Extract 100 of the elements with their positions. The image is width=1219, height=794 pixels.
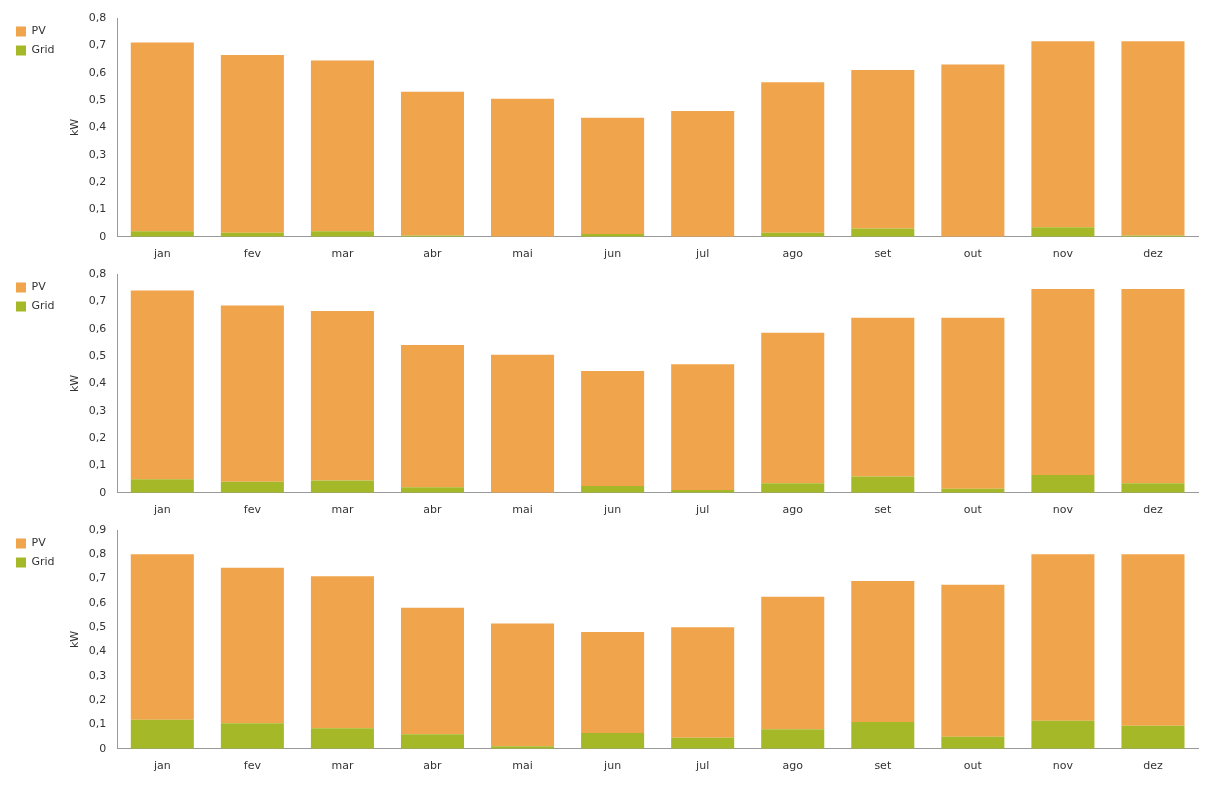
bar	[761, 596, 825, 730]
bar	[941, 584, 1005, 737]
bar	[130, 290, 194, 480]
bar	[491, 623, 555, 747]
bar	[761, 82, 825, 233]
x-tick-label: jun	[603, 759, 622, 773]
bar	[130, 719, 194, 749]
x-tick-label: mar	[331, 247, 354, 261]
y-tick-label: 0,7	[88, 38, 107, 52]
x-tick-label: jul	[695, 759, 710, 773]
bar	[851, 581, 915, 723]
bar	[310, 576, 374, 729]
x-tick-label: fev	[243, 503, 262, 517]
y-tick-label: 0,3	[88, 668, 107, 682]
bar	[400, 734, 465, 749]
y-tick-label: 0,5	[88, 620, 107, 634]
bar	[671, 110, 735, 237]
bar	[1031, 720, 1095, 749]
bar	[400, 607, 465, 735]
bar	[130, 231, 194, 237]
x-tick-label: mar	[331, 503, 354, 517]
y-tick-label: 0,7	[88, 571, 107, 585]
x-tick-label: jul	[695, 247, 710, 261]
bar	[1031, 554, 1095, 721]
y-tick-label: 0,3	[88, 147, 107, 161]
y-tick-label: 0,4	[88, 644, 107, 658]
bar	[1031, 289, 1095, 476]
bar	[761, 729, 825, 749]
bar	[581, 117, 645, 235]
bar	[220, 481, 284, 493]
bar	[310, 231, 374, 237]
bar	[941, 64, 1005, 237]
bar	[400, 345, 465, 488]
y-tick-label: 0,6	[88, 595, 107, 609]
y-tick-label: 0,4	[88, 376, 107, 390]
legend-label: PV	[31, 24, 47, 38]
x-tick-label: dez	[1143, 503, 1163, 517]
bar	[761, 332, 825, 484]
bar	[400, 487, 465, 493]
bar	[400, 91, 465, 236]
bar	[1121, 41, 1185, 236]
bar	[671, 364, 735, 491]
bar	[310, 60, 374, 232]
bar	[220, 305, 284, 482]
x-tick-label: out	[963, 503, 983, 517]
x-tick-label: out	[963, 759, 983, 773]
bar	[310, 480, 374, 493]
bar	[671, 627, 735, 738]
x-tick-label: ago	[782, 247, 804, 261]
bar	[1121, 725, 1185, 749]
y-tick-label: 0,8	[88, 266, 107, 280]
x-tick-label: nov	[1052, 247, 1074, 261]
x-tick-label: set	[874, 247, 892, 261]
bar	[581, 371, 645, 486]
bar	[1031, 475, 1095, 493]
y-tick-label: 0	[99, 229, 107, 243]
legend-label: PV	[31, 536, 47, 550]
x-tick-label: out	[963, 247, 983, 261]
x-tick-label: mai	[512, 247, 533, 261]
x-tick-label: set	[874, 503, 892, 517]
bar	[761, 483, 825, 493]
legend-label: PV	[31, 280, 47, 294]
legend-label: Grid	[31, 555, 55, 569]
bar	[1121, 483, 1185, 493]
y-tick-label: 0,2	[88, 430, 107, 444]
x-tick-label: jan	[152, 759, 171, 773]
x-tick-label: abr	[423, 247, 443, 261]
y-tick-label: 0,8	[88, 547, 107, 561]
x-tick-label: jul	[695, 503, 710, 517]
bar	[1121, 289, 1185, 484]
bar	[130, 479, 194, 493]
x-tick-label: fev	[243, 759, 262, 773]
x-tick-label: ago	[782, 503, 804, 517]
y-tick-label: 0,6	[88, 65, 107, 79]
bar	[851, 317, 915, 477]
bar	[851, 722, 915, 749]
x-tick-label: mai	[512, 503, 533, 517]
x-tick-label: dez	[1143, 759, 1163, 773]
y-tick-label: 0,7	[88, 294, 107, 308]
bar	[851, 476, 915, 493]
x-tick-label: jan	[152, 503, 171, 517]
y-tick-label: 0,1	[88, 717, 107, 731]
bar	[851, 69, 915, 229]
x-tick-label: ago	[782, 759, 804, 773]
y-tick-label: 0,1	[88, 202, 107, 216]
bar	[1031, 41, 1095, 228]
x-tick-label: mar	[331, 759, 354, 773]
bar	[220, 54, 284, 233]
y-tick-label: 0,5	[88, 348, 107, 362]
legend-label: Grid	[31, 43, 55, 57]
y-tick-label: 0,1	[88, 458, 107, 472]
bar	[130, 42, 194, 232]
legend-label: Grid	[31, 299, 55, 313]
y-tick-label: 0,4	[88, 120, 107, 134]
x-tick-label: jun	[603, 503, 622, 517]
y-tick-label: 0,3	[88, 403, 107, 417]
bar	[581, 632, 645, 733]
y-tick-label: 0	[99, 485, 107, 499]
x-tick-label: abr	[423, 759, 443, 773]
x-tick-label: nov	[1052, 759, 1074, 773]
